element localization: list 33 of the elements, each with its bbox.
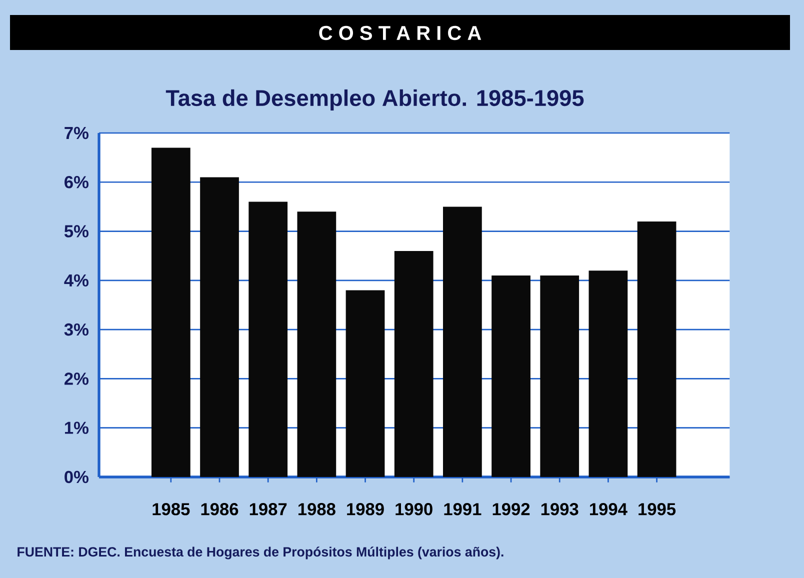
chart-subtitle: Tasa de Desempleo Abierto. 1985-1995 xyxy=(166,89,584,111)
x-tick-label: 1985 xyxy=(152,503,190,516)
bar xyxy=(637,221,676,477)
bar xyxy=(346,290,385,477)
bar xyxy=(151,148,190,477)
bar xyxy=(443,206,482,477)
x-tick-label: 1993 xyxy=(541,503,578,516)
source-note: FUENTE: DGEC. Encuesta de Hogares de Propósitos Múltiples (varios años). xyxy=(18,546,504,560)
bar xyxy=(297,212,336,477)
x-tick-label: 1992 xyxy=(492,503,530,516)
x-tick-label: 1989 xyxy=(347,503,384,516)
bar xyxy=(200,177,239,477)
y-tick-label: 2% xyxy=(64,372,88,385)
y-tick-label: 6% xyxy=(64,176,88,188)
y-tick-label: 0% xyxy=(64,470,88,484)
bar xyxy=(540,276,580,477)
bar xyxy=(394,250,434,477)
x-tick-label: 1994 xyxy=(590,503,628,516)
y-tick-label: 1% xyxy=(64,422,88,434)
y-tick-label: 3% xyxy=(64,323,88,336)
x-tick-label: 1988 xyxy=(298,503,336,516)
x-tick-label: 1995 xyxy=(638,503,676,516)
x-tick-label: 1987 xyxy=(250,503,287,516)
y-tick-label: 4% xyxy=(64,274,88,287)
chart-title: C O S T A R I C A xyxy=(319,26,482,40)
y-tick-label: 5% xyxy=(64,225,88,238)
y-tick-label: 7% xyxy=(64,126,88,140)
x-tick-label: 1986 xyxy=(201,503,238,516)
bar xyxy=(248,202,288,477)
bar xyxy=(588,270,628,477)
x-tick-label: 1991 xyxy=(444,503,482,516)
x-tick-label: 1990 xyxy=(396,503,432,516)
bar xyxy=(492,276,530,477)
